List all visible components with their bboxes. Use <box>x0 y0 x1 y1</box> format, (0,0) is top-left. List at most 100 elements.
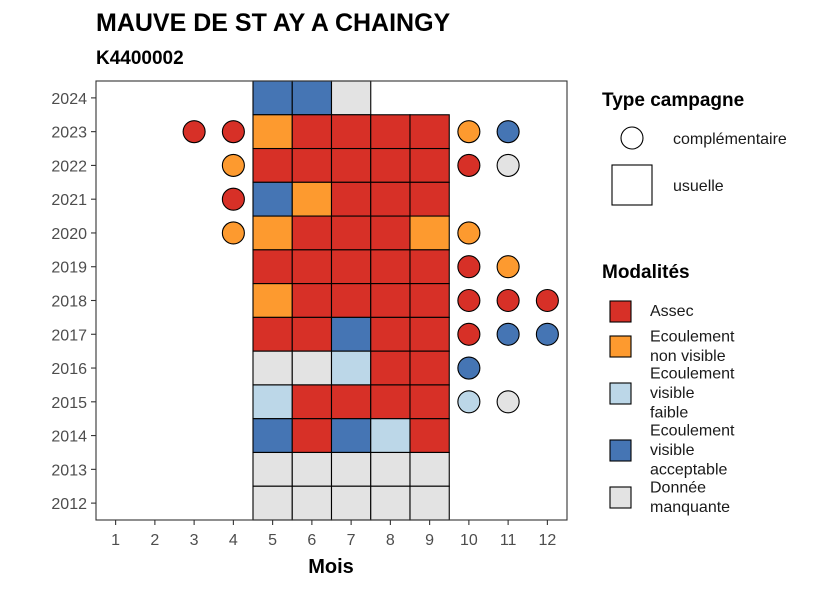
tile-2016-8 <box>370 350 411 386</box>
tile-2023-7 <box>330 114 372 150</box>
tile-2022-9 <box>409 147 450 183</box>
x-tick-label: 6 <box>307 532 316 549</box>
legend-key-label: Ecoulement visible acceptable <box>650 423 735 479</box>
x-tick-label: 3 <box>190 532 199 549</box>
point-2020-4 <box>221 221 245 245</box>
tile-2014-8 <box>370 418 411 454</box>
legend-key-swatch <box>609 382 632 405</box>
tile-2019-9 <box>409 249 450 285</box>
point-2015-11 <box>496 390 520 414</box>
tile-2013-5 <box>252 451 293 487</box>
x-tick-label: 9 <box>425 532 434 549</box>
tile-2020-9 <box>409 215 450 251</box>
tile-2022-6 <box>291 147 333 183</box>
tile-2014-5 <box>252 418 293 454</box>
tile-2024-5 <box>252 80 293 116</box>
legend-fill-title: Modalités <box>602 262 690 283</box>
tile-2012-7 <box>330 485 372 521</box>
x-tick-label: 2 <box>150 532 159 549</box>
legend-square-key <box>611 164 653 206</box>
tile-2021-9 <box>409 181 450 217</box>
tile-2013-8 <box>370 451 411 487</box>
legend-key-swatch <box>609 300 632 323</box>
y-tick-label: 2024 <box>51 91 87 108</box>
tile-2015-7 <box>330 384 372 420</box>
y-tick-label: 2013 <box>51 462 87 479</box>
tile-2017-6 <box>291 316 333 352</box>
point-2019-10 <box>457 255 481 279</box>
tile-2019-6 <box>291 249 333 285</box>
tile-2014-6 <box>291 418 333 454</box>
tile-2016-9 <box>409 350 450 386</box>
point-2018-11 <box>496 288 520 313</box>
tile-2024-6 <box>291 80 333 116</box>
tile-2022-5 <box>252 147 293 183</box>
y-tick-label: 2022 <box>51 158 87 175</box>
tile-2015-5 <box>252 384 293 420</box>
legend-shape-label: complémentaire <box>673 131 787 148</box>
point-2022-10 <box>457 153 481 177</box>
tile-2023-5 <box>252 114 293 150</box>
x-tick-label: 1 <box>111 532 120 549</box>
tile-2013-6 <box>291 451 333 487</box>
tile-2017-7 <box>330 316 372 352</box>
tile-2019-5 <box>252 249 293 285</box>
tile-2021-5 <box>252 181 293 217</box>
chart-title: MAUVE DE ST AY A CHAINGY <box>96 9 451 37</box>
tile-2012-8 <box>370 485 411 521</box>
point-2018-10 <box>457 288 481 313</box>
point-2023-3 <box>182 120 206 144</box>
tile-2018-8 <box>370 283 411 318</box>
tile-2021-7 <box>330 181 372 217</box>
y-tick-label: 2021 <box>51 192 87 209</box>
tile-2014-9 <box>409 418 450 454</box>
x-tick-label: 10 <box>460 532 478 549</box>
y-tick-label: 2020 <box>51 226 87 243</box>
tile-2020-8 <box>370 215 411 251</box>
tile-2018-7 <box>330 283 372 318</box>
y-tick-label: 2023 <box>51 125 87 142</box>
legend-key-swatch <box>609 335 632 358</box>
x-tick-label: 8 <box>386 532 395 549</box>
tile-2015-9 <box>409 384 450 420</box>
point-2023-11 <box>496 120 520 144</box>
tile-2022-7 <box>330 147 372 183</box>
x-tick-label: 12 <box>538 532 556 549</box>
tile-2018-6 <box>291 283 333 318</box>
point-2015-10 <box>457 390 481 414</box>
y-tick-label: 2012 <box>51 496 87 513</box>
point-2023-10 <box>457 120 481 144</box>
point-2017-11 <box>496 322 520 346</box>
tile-2023-8 <box>370 114 411 150</box>
x-tick-label: 5 <box>268 532 277 549</box>
y-tick-label: 2016 <box>51 361 87 378</box>
tile-2020-5 <box>252 215 293 251</box>
tile-2021-6 <box>291 181 333 217</box>
tile-2013-9 <box>409 451 450 487</box>
point-2018-12 <box>535 288 559 313</box>
point-2021-4 <box>221 187 245 211</box>
tile-2016-5 <box>252 350 293 386</box>
tile-2021-8 <box>370 181 411 217</box>
legend-shape-title: Type campagne <box>602 90 744 111</box>
x-axis-title: Mois <box>308 556 354 578</box>
tile-2017-9 <box>409 316 450 352</box>
tile-2017-8 <box>370 316 411 352</box>
x-tick-label: 7 <box>347 532 356 549</box>
point-2016-10 <box>457 356 481 380</box>
tile-2019-8 <box>370 249 411 285</box>
tile-2016-6 <box>291 350 333 386</box>
tile-2018-5 <box>252 283 293 318</box>
point-2022-11 <box>496 153 520 177</box>
tile-2014-7 <box>330 418 372 454</box>
legend-key-label: Donnée manquante <box>650 479 730 516</box>
legend-circle-key <box>620 126 644 150</box>
legend-key-label: Ecoulement non visible <box>650 328 735 365</box>
tile-2024-7 <box>330 80 372 116</box>
legend: Type campagne complémentaire usuelle Modali… <box>602 90 787 516</box>
x-tick-label: 11 <box>500 532 517 549</box>
tile-2020-6 <box>291 215 333 251</box>
y-tick-label: 2019 <box>51 260 87 277</box>
point-2017-10 <box>457 322 481 346</box>
